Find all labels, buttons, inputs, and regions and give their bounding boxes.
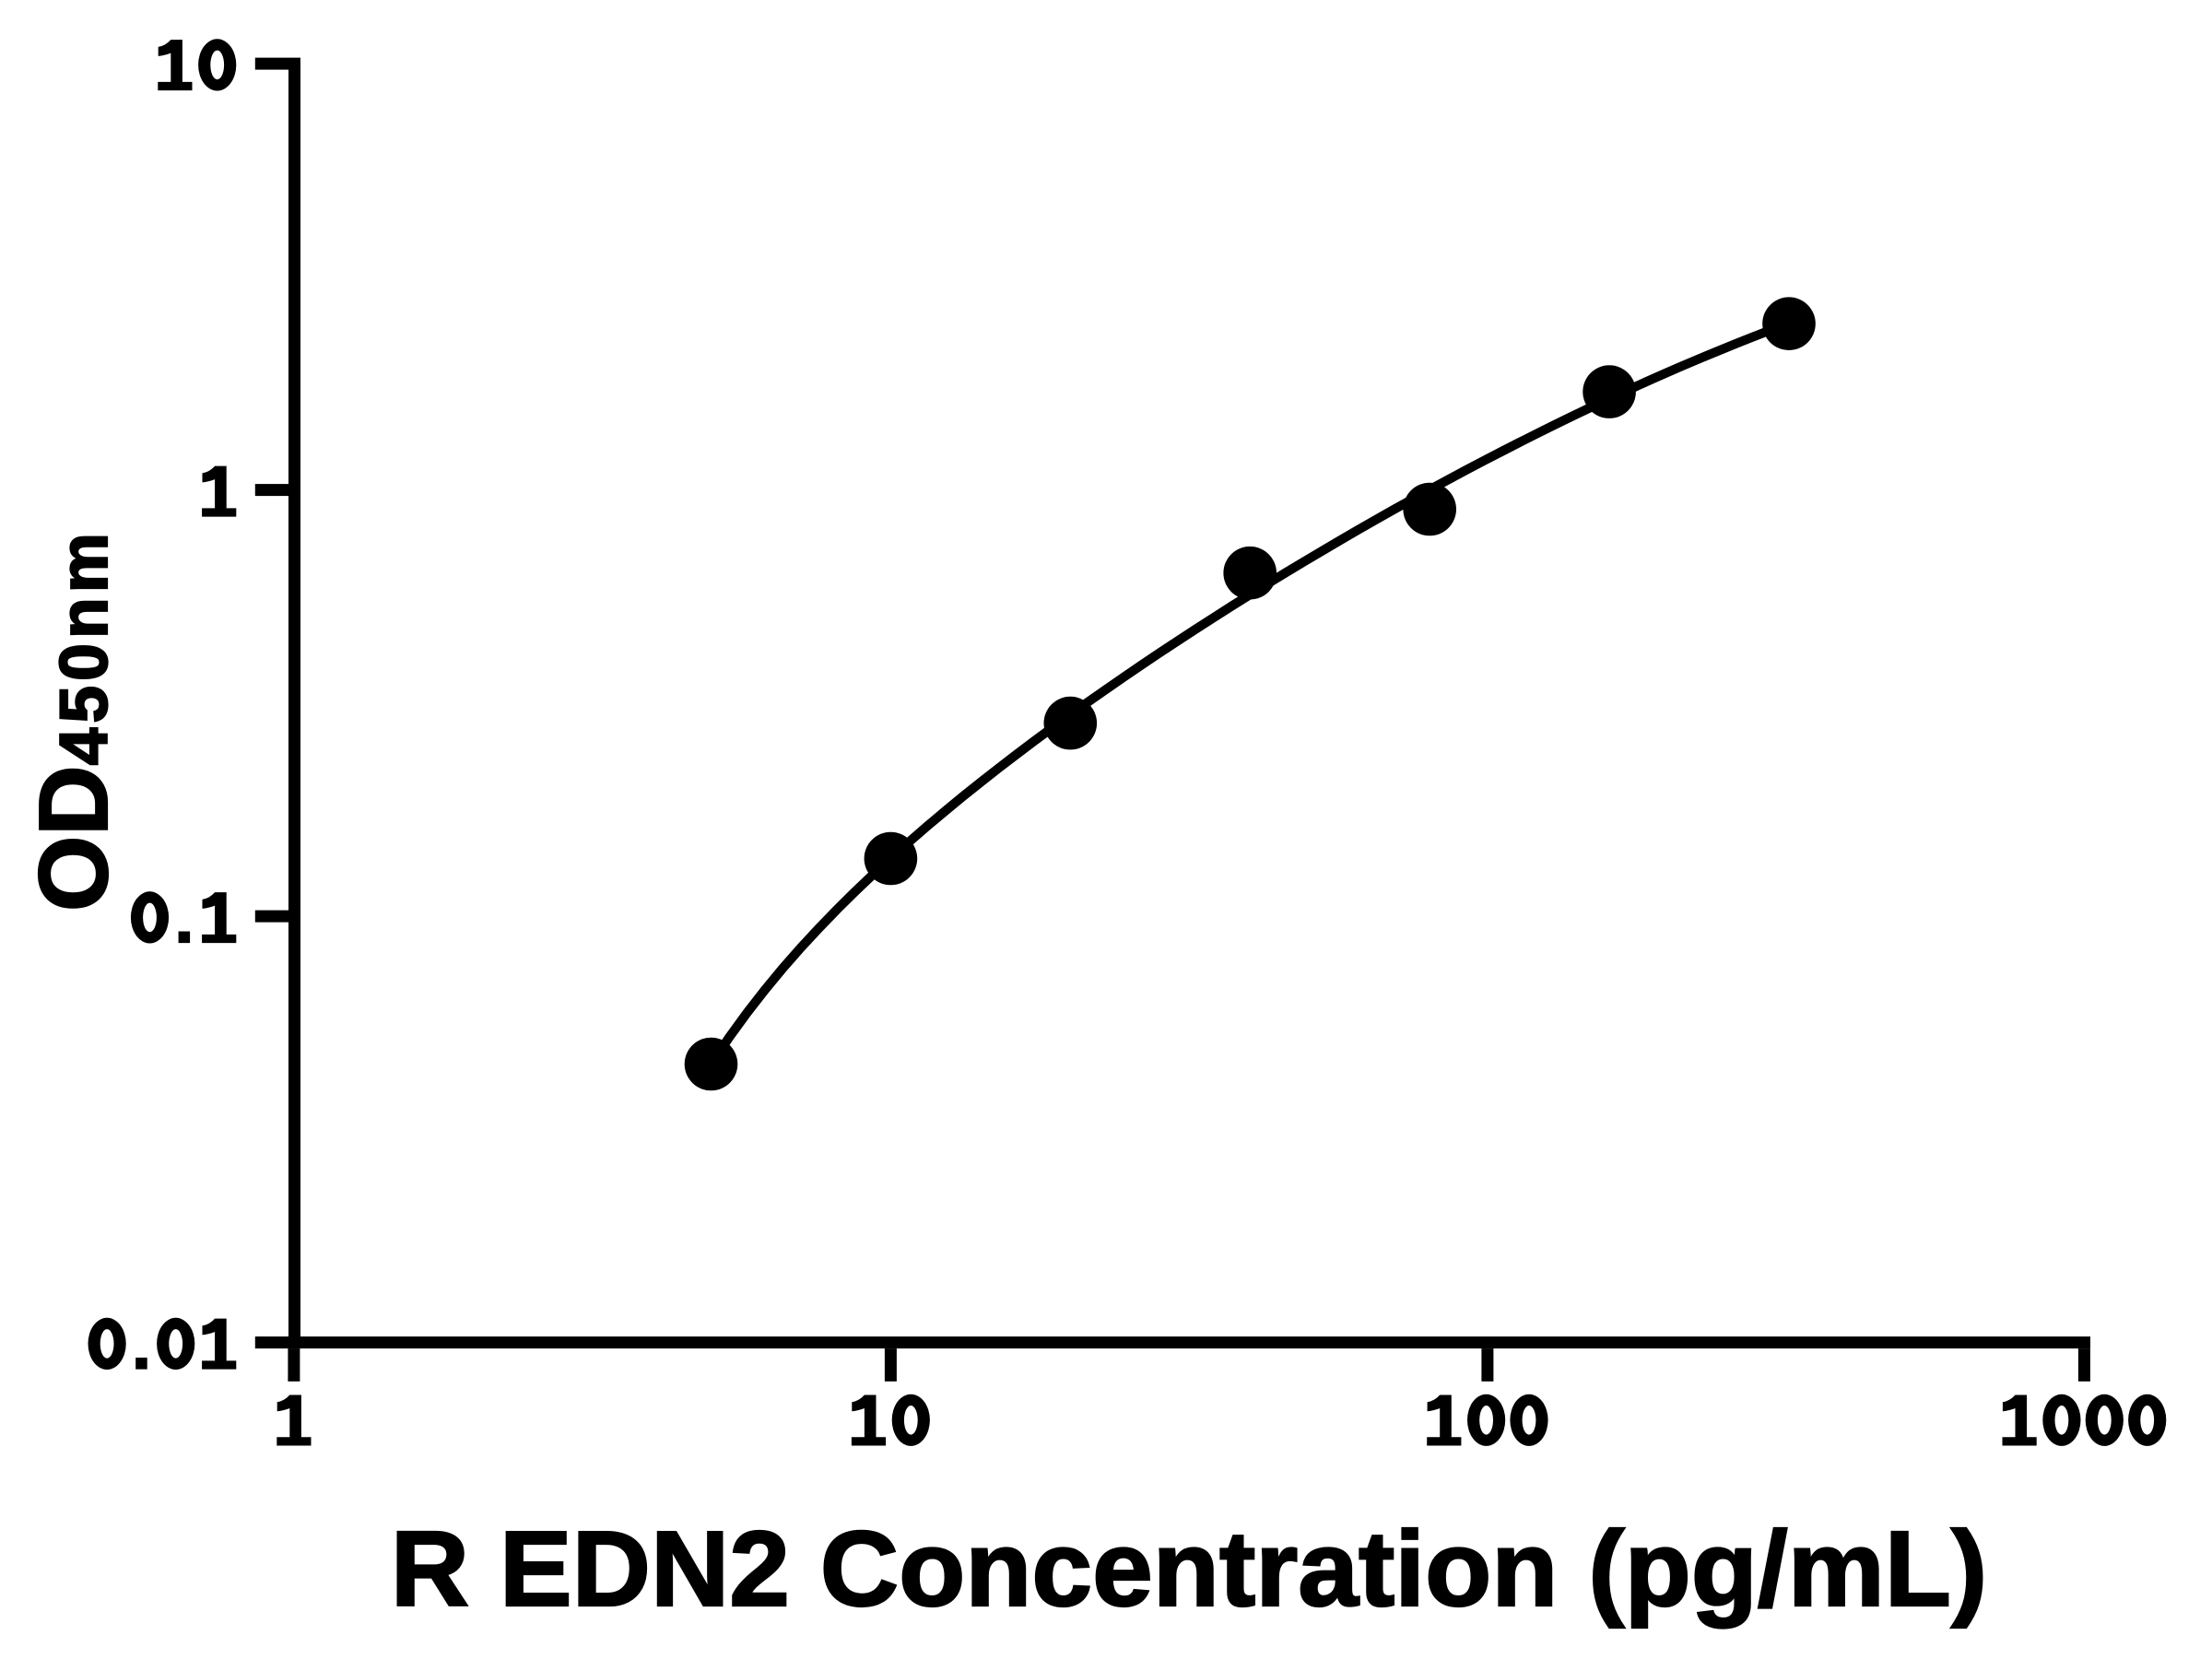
svg-text:R EDN2 Concentration (pg/mL): R EDN2 Concentration (pg/mL)	[391, 1509, 1987, 1629]
